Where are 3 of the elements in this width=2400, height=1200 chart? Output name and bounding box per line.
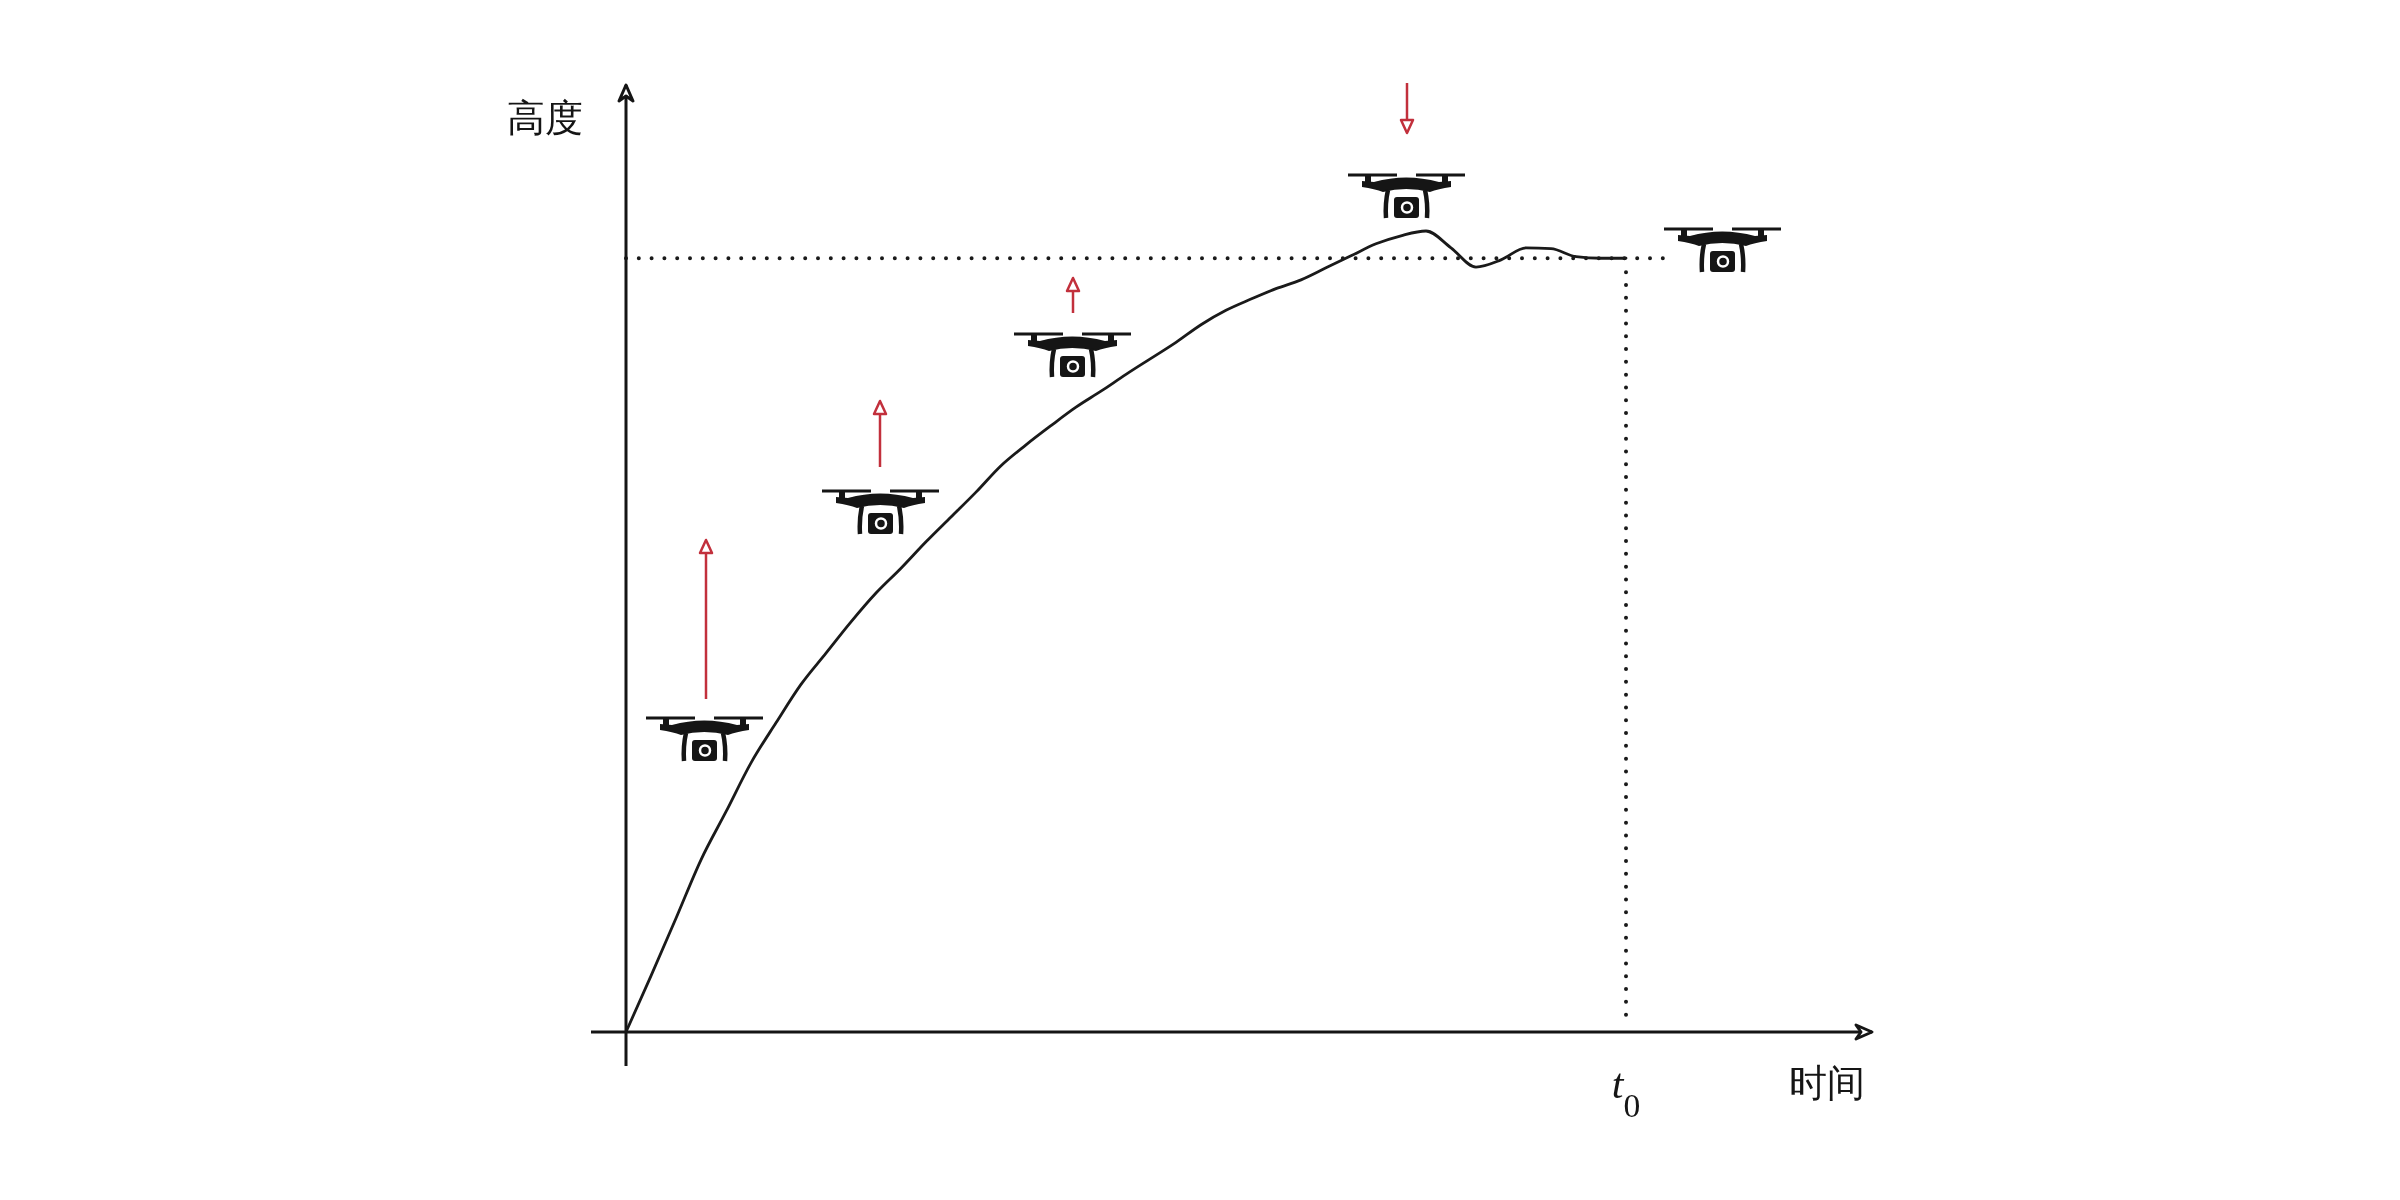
y-axis-title: 高度 bbox=[507, 96, 583, 140]
text: t$_{0}$ bbox=[1611, 1061, 1641, 1124]
x-axis-title: 时间 bbox=[1789, 1061, 1865, 1105]
